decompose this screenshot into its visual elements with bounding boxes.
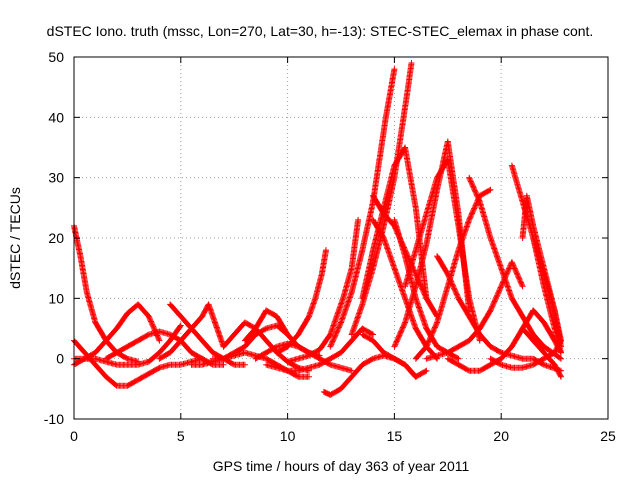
- series-26-markers: [423, 259, 526, 362]
- series-13: [273, 247, 329, 356]
- series-34: [519, 325, 564, 380]
- series-29: [466, 174, 564, 362]
- y-tick-label: 0: [56, 351, 64, 367]
- y-tick-label: 30: [48, 170, 64, 186]
- y-axis-ticks: -10 0 10 20 30 40 50: [44, 49, 608, 427]
- chart-title: dSTEC Iono. truth (mssc, Lon=270, Lat=30…: [47, 23, 594, 39]
- series-28: [434, 253, 564, 374]
- series-32: [530, 235, 564, 356]
- series-31: [519, 192, 564, 350]
- x-tick-label: 5: [177, 428, 185, 444]
- y-tick-label: 20: [48, 230, 64, 246]
- series-21: [359, 331, 419, 380]
- series-12-markers: [263, 325, 376, 374]
- series-27: [444, 307, 564, 374]
- series-13-markers: [273, 247, 329, 356]
- y-tick-label: 50: [48, 49, 64, 65]
- x-tick-label: 0: [70, 428, 78, 444]
- series-12: [263, 325, 376, 374]
- y-tick-label: -10: [44, 411, 64, 427]
- series-33-markers: [487, 337, 564, 371]
- series-32-markers: [530, 235, 564, 356]
- series-14-markers: [284, 216, 362, 365]
- series-31-markers: [519, 192, 564, 350]
- x-axis-ticks: 0 5 10 15 20 25: [70, 57, 616, 444]
- x-axis-label: GPS time / hours of day 363 of year 2011: [213, 458, 470, 474]
- x-tick-label: 20: [493, 428, 509, 444]
- series-21-markers: [359, 331, 419, 380]
- series-6-markers: [156, 301, 227, 362]
- series-28-markers: [434, 253, 564, 374]
- data-points: [71, 60, 564, 398]
- series-29-markers: [466, 174, 564, 362]
- series-16-markers: [327, 66, 398, 350]
- series-16: [327, 66, 398, 350]
- y-tick-label: 40: [48, 109, 64, 125]
- series-34-markers: [519, 325, 564, 380]
- series-25: [412, 186, 494, 362]
- series-14: [284, 216, 362, 365]
- x-tick-label: 25: [600, 428, 616, 444]
- x-tick-label: 15: [387, 428, 403, 444]
- y-axis-label: dSTEC / TECUs: [7, 187, 23, 289]
- series-6: [156, 301, 227, 362]
- x-tick-label: 10: [280, 428, 296, 444]
- series-27-markers: [444, 307, 564, 374]
- series-33: [487, 337, 564, 371]
- series-25-markers: [412, 186, 494, 362]
- series-26: [423, 259, 526, 362]
- y-tick-label: 10: [48, 290, 64, 306]
